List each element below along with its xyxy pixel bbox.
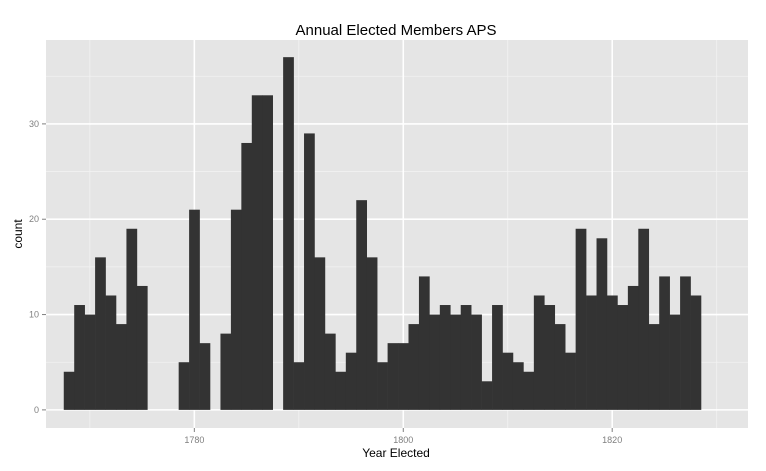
bar: [408, 324, 420, 410]
x-tick-label: 1800: [393, 435, 413, 445]
bar: [251, 95, 263, 410]
y-axis-title: count: [11, 219, 25, 249]
bar: [512, 362, 524, 410]
bar: [115, 324, 127, 410]
bar: [262, 95, 273, 410]
bar: [439, 305, 451, 410]
x-tick-label: 1820: [602, 435, 622, 445]
bar: [460, 305, 472, 410]
bar: [492, 305, 503, 410]
bar: [178, 362, 190, 410]
bar: [627, 285, 639, 410]
bar: [387, 343, 399, 410]
bar: [523, 371, 535, 410]
bar: [74, 305, 85, 410]
bar: [450, 314, 462, 410]
bar: [293, 362, 305, 410]
bar: [565, 352, 576, 410]
bar: [544, 305, 556, 410]
bar: [136, 285, 148, 410]
bar: [481, 381, 493, 410]
bar: [189, 209, 200, 410]
bar: [220, 333, 232, 410]
bar: [241, 142, 253, 410]
x-axis-title: Year Elected: [362, 446, 430, 460]
y-tick-label: 10: [29, 310, 39, 320]
bar: [84, 314, 96, 410]
bar: [230, 209, 242, 410]
chart-title: Annual Elected Members APS: [296, 22, 497, 39]
minor-gridlines: [46, 40, 748, 428]
bar: [314, 257, 326, 410]
bar: [690, 295, 702, 410]
x-axis-ticks: 1780 1800 1820: [184, 428, 622, 445]
x-tick-label: 1780: [184, 435, 204, 445]
bar: [304, 133, 315, 410]
bar: [533, 295, 545, 410]
bar: [659, 276, 670, 410]
y-tick-label: 20: [29, 214, 39, 224]
bar: [596, 238, 608, 410]
bar: [638, 228, 650, 410]
bar: [669, 314, 681, 410]
bar: [95, 257, 106, 410]
bar: [418, 276, 430, 410]
bar: [377, 362, 388, 410]
bar: [324, 333, 336, 410]
bar: [398, 343, 409, 410]
y-axis-ticks: 0 10 20 30: [29, 119, 46, 415]
y-tick-label: 30: [29, 119, 39, 129]
bar: [366, 257, 378, 410]
bar: [648, 324, 660, 410]
bar: [199, 343, 211, 410]
bar: [606, 295, 618, 410]
bar: [126, 228, 138, 410]
bar: [586, 295, 597, 410]
bar: [105, 295, 117, 410]
y-tick-label: 0: [34, 405, 39, 415]
bar: [554, 324, 566, 410]
bar: [345, 352, 357, 410]
bar: [617, 305, 629, 410]
bar: [680, 276, 691, 410]
bar: [356, 200, 368, 410]
bar: [575, 228, 587, 410]
bar: [63, 371, 75, 410]
bar: [335, 371, 347, 410]
bars: [63, 57, 702, 410]
bar: [429, 314, 441, 410]
bar: [283, 57, 294, 410]
bar: [502, 352, 514, 410]
bar: [471, 314, 482, 410]
